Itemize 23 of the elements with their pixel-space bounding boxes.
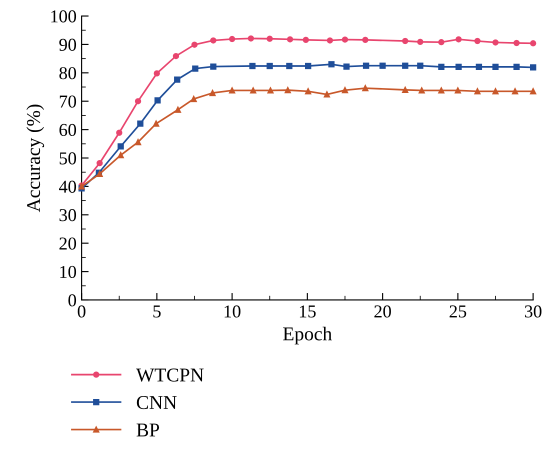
y-tick-label: 40 [59, 180, 76, 193]
y-tick-label: 50 [60, 152, 76, 164]
y-tick-label: 60 [59, 124, 76, 136]
y-tick-label: 70 [60, 95, 76, 108]
x-tick-label: 30 [524, 305, 542, 318]
legend-label: WTCPN [136, 368, 204, 382]
x-tick-label: 20 [374, 305, 391, 318]
y-tick-label: 0 [68, 294, 76, 306]
x-tick-label: 0 [78, 305, 86, 318]
x-tick-label: 25 [450, 305, 466, 318]
y-tick-label: 30 [60, 209, 76, 222]
y-tick-label: 90 [59, 38, 76, 51]
x-tick-label: 5 [153, 306, 161, 318]
y-tick-label: 80 [59, 67, 76, 80]
legend-label: BP [136, 424, 160, 436]
x-tick-label: 10 [224, 305, 240, 318]
legend-label: CNN [136, 396, 177, 410]
y-tick-label: 10 [60, 266, 76, 278]
y-tick-label: 100 [51, 10, 76, 22]
y-tick-label: 20 [59, 237, 76, 250]
y-axis-title: Accuracy (%) [26, 104, 44, 212]
x-axis-title: Epoch [283, 326, 332, 344]
x-tick-label: 15 [300, 305, 316, 318]
